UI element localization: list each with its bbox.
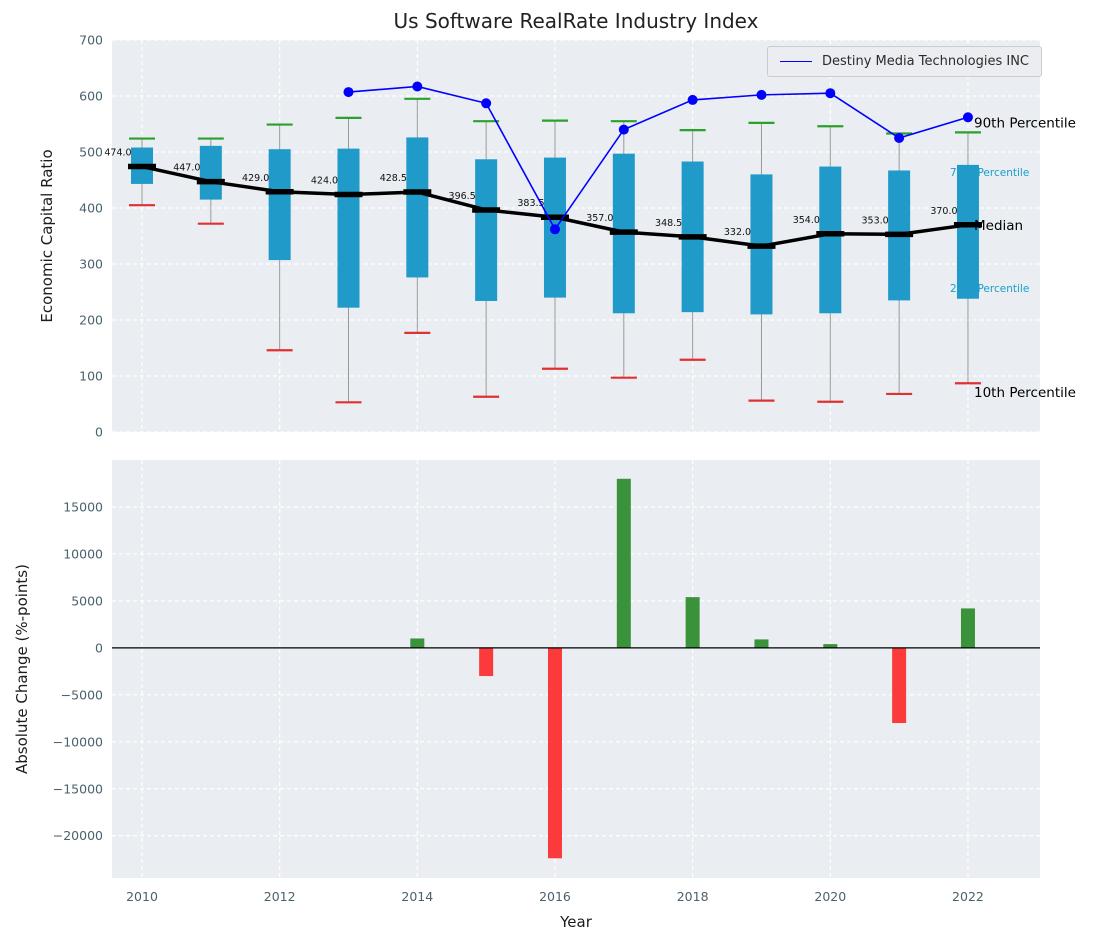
company-point — [549, 224, 560, 235]
x-tick-label: 2016 — [539, 889, 571, 904]
median-value-label: 447.0 — [173, 163, 200, 174]
iqr-box — [337, 148, 360, 308]
median-value-label: 428.5 — [380, 173, 407, 184]
change-bar — [892, 647, 907, 724]
x-axis-label: Year — [560, 913, 592, 931]
percentile-annotation: Median — [974, 218, 1023, 234]
iqr-box — [406, 137, 429, 278]
y-tick-label: 600 — [79, 89, 103, 104]
y-tick-label: 15000 — [63, 499, 103, 514]
median-value-label: 354.0 — [793, 215, 820, 226]
median-value-label: 396.5 — [449, 191, 476, 202]
company-point — [756, 89, 767, 100]
median-value-label: 332.0 — [724, 227, 751, 238]
median-value-label: 424.0 — [311, 176, 338, 187]
median-value-label: 370.0 — [930, 206, 957, 217]
change-bar — [754, 639, 769, 648]
y-tick-label: 200 — [79, 313, 103, 328]
panel-background — [112, 460, 1040, 878]
median-value-label: 348.5 — [655, 218, 682, 229]
median-value-label: 429.0 — [242, 173, 269, 184]
company-line — [348, 85, 969, 231]
iqr-box — [819, 166, 842, 314]
company-point — [481, 98, 492, 109]
change-bar — [685, 597, 700, 648]
change-bar — [410, 638, 425, 648]
company-point — [343, 87, 354, 98]
change-bar — [547, 647, 562, 859]
company-point — [894, 133, 905, 143]
y-tick-label: 10000 — [63, 546, 103, 561]
median-value-label: 353.0 — [862, 215, 889, 226]
iqr-box — [199, 145, 222, 200]
company-point — [618, 124, 629, 135]
y-tick-label: 300 — [79, 257, 103, 272]
company-point — [825, 88, 836, 99]
y-axis-label-bottom: Absolute Change (%-points) — [13, 564, 31, 774]
x-tick-label: 2014 — [401, 889, 433, 904]
y-tick-label: 700 — [79, 33, 103, 48]
x-tick-label: 2012 — [264, 889, 296, 904]
y-tick-label: −10000 — [53, 734, 103, 749]
median-value-label: 474.0 — [104, 148, 131, 159]
x-tick-label: 2020 — [814, 889, 846, 904]
y-tick-label: −5000 — [61, 687, 103, 702]
median-value-label: 357.0 — [586, 213, 613, 224]
y-tick-label: 0 — [95, 425, 103, 440]
iqr-box — [268, 149, 291, 261]
change-bar — [479, 647, 494, 677]
y-tick-label: 100 — [79, 369, 103, 384]
x-tick-label: 2022 — [952, 889, 984, 904]
median-value-label: 383.5 — [517, 198, 544, 209]
iqr-box — [956, 164, 979, 299]
legend-line-sample — [779, 61, 812, 62]
y-tick-label: 0 — [95, 640, 103, 655]
y-tick-label: 400 — [79, 201, 103, 216]
change-bar — [616, 478, 631, 648]
change-bar — [823, 644, 838, 648]
change-bar — [960, 608, 975, 648]
y-tick-label: 5000 — [71, 593, 103, 608]
y-tick-label: −20000 — [53, 828, 103, 843]
legend: Destiny Media Technologies INC — [766, 46, 1042, 77]
company-point — [687, 94, 698, 105]
x-tick-label: 2010 — [126, 889, 158, 904]
y-tick-label: 500 — [79, 145, 103, 160]
percentile-annotation: 10th Percentile — [974, 385, 1076, 401]
percentile-annotation: 90th Percentile — [974, 115, 1076, 131]
y-tick-label: −15000 — [53, 781, 103, 796]
iqr-box — [475, 159, 498, 301]
company-point — [412, 81, 423, 92]
y-axis-label-top: Economic Capital Ratio — [38, 149, 56, 323]
x-tick-label: 2018 — [677, 889, 709, 904]
chart-title: Us Software RealRate Industry Index — [393, 9, 759, 33]
legend-label: Destiny Media Technologies INC — [821, 54, 1029, 69]
company-point — [962, 112, 973, 123]
